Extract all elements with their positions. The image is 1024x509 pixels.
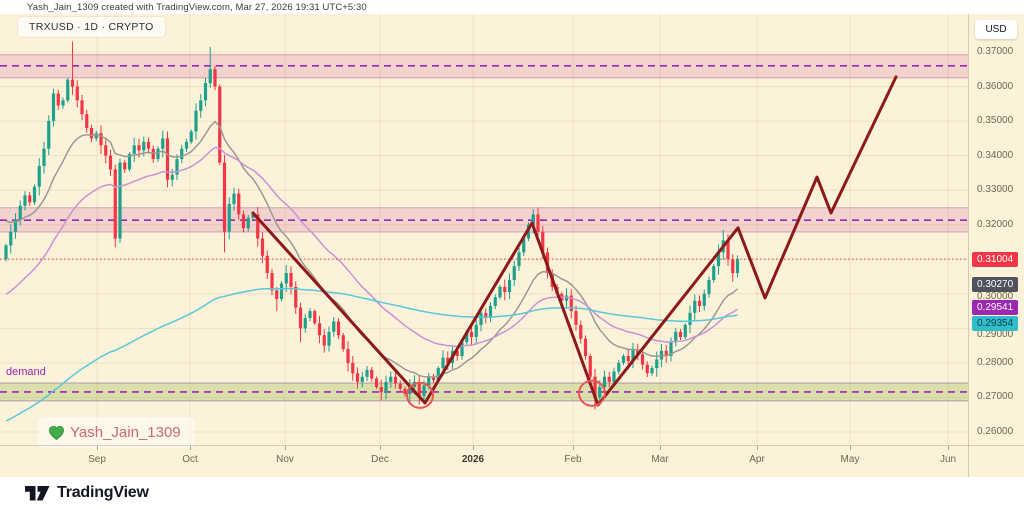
price-tick-label: 0.35000 [977, 115, 1014, 127]
price-axis[interactable]: USD 0.37000 0.36000 0.35000 0.34000 0.33000 0… [968, 14, 1024, 477]
trend-projection-line [251, 75, 898, 407]
price-badge: 0.30270 [972, 276, 1019, 292]
time-tick-label: Oct [182, 454, 198, 465]
price-tick-label: 0.36000 [977, 80, 1014, 92]
time-tick-mark [660, 446, 661, 450]
time-tick-mark [380, 446, 381, 450]
price-tick-label: 0.32000 [977, 218, 1014, 230]
time-tick-label: Dec [371, 454, 389, 465]
time-axis[interactable]: Sep Oct Nov Dec 2026 Feb Mar Apr May Jun [0, 445, 1024, 477]
footer-bar: TradingView [0, 477, 1024, 509]
time-tick-label: May [840, 454, 860, 465]
bottom-highlight-circle [406, 381, 434, 409]
time-tick-label: Nov [276, 454, 294, 465]
bottom-highlight-circle [578, 379, 606, 407]
time-tick-mark [473, 446, 474, 450]
author-watermark: Yash_Jain_1309 [38, 417, 195, 448]
time-tick-label: Mar [651, 454, 669, 465]
time-tick-label: Feb [564, 454, 582, 465]
price-tick-label: 0.37000 [977, 45, 1014, 57]
zones-layer [0, 54, 968, 402]
currency-toggle-button[interactable]: USD [975, 20, 1017, 39]
price-tick-label: 0.30000 [977, 290, 1014, 302]
time-tick-mark [573, 446, 574, 450]
time-tick-mark [285, 446, 286, 450]
tradingview-logo-icon[interactable] [25, 485, 50, 502]
price-tick-label: 0.33000 [977, 184, 1014, 196]
price-badge: 0.29354 [972, 315, 1019, 331]
credit-bar: Yash_Jain_1309 created with TradingView.… [0, 0, 1024, 14]
time-tick-mark [757, 446, 758, 450]
time-tick-label: Sep [88, 454, 106, 465]
time-tick-mark [97, 446, 98, 450]
price-tick-label: 0.26000 [977, 425, 1014, 437]
time-tick-label: Apr [749, 454, 765, 465]
chart-region: TRXUSD · 1D · CRYPTO demand Yash_Jain_13… [0, 14, 1024, 477]
demand-zone [0, 382, 968, 402]
price-chart-canvas[interactable] [0, 14, 968, 445]
symbol-title-text: TRXUSD · 1D · CRYPTO [29, 21, 154, 33]
supply-upper-zone [0, 54, 968, 79]
demand-zone-label: demand [6, 366, 46, 378]
price-tick-label: 0.34000 [977, 149, 1014, 161]
credit-text: Yash_Jain_1309 created with TradingView.… [27, 1, 367, 13]
supply-middle-zone [0, 207, 968, 233]
price-badge: 0.31004 [972, 251, 1019, 267]
time-tick-mark [850, 446, 851, 450]
brand-name[interactable]: TradingView [57, 484, 149, 501]
time-tick-mark [948, 446, 949, 450]
price-tick-label: 0.29000 [977, 329, 1014, 341]
symbol-title[interactable]: TRXUSD · 1D · CRYPTO [18, 17, 165, 37]
ma-fast-line [5, 120, 738, 378]
ma-slow-line [5, 287, 738, 422]
heart-icon [49, 426, 64, 441]
candles-layer [4, 41, 740, 410]
ma-mid-line [5, 146, 738, 348]
time-tick-mark [190, 446, 191, 450]
price-tick-label: 0.28000 [977, 356, 1014, 368]
watermark-username: Yash_Jain_1309 [70, 424, 181, 441]
price-badge: 0.29541 [972, 300, 1019, 316]
time-tick-label: Jun [939, 454, 957, 465]
time-tick-label: 2026 [461, 454, 485, 465]
price-tick-label: 0.27000 [977, 391, 1014, 403]
